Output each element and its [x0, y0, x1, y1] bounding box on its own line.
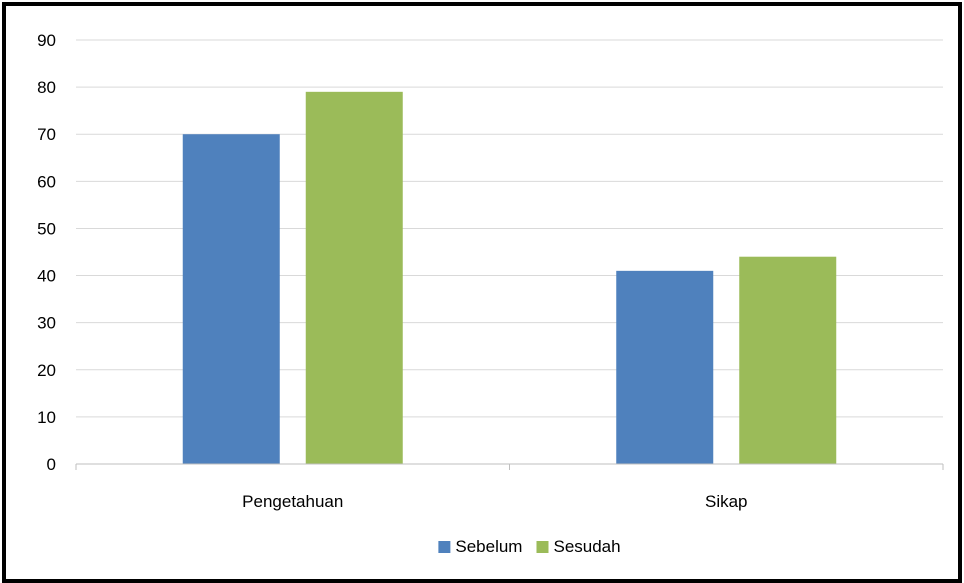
y-tick-label-90: 90 [37, 31, 56, 50]
bar-chart: 0 10 20 30 40 50 60 70 80 90 Pengetahuan Sikap Seb… [37, 31, 944, 556]
y-tick-label-10: 10 [37, 408, 56, 427]
y-tick-label-60: 60 [37, 172, 56, 191]
legend-swatch-sebelum [438, 541, 451, 553]
x-axis: Pengetahuan Sikap [75, 463, 944, 511]
bar-sebelum-pengetahuan [182, 134, 280, 464]
legend-label-sebelum: Sebelum [455, 537, 522, 556]
bars [182, 91, 837, 465]
bar-sebelum-sikap [616, 270, 714, 464]
x-tick-label-sikap: Sikap [705, 492, 748, 511]
bar-sesudah-sikap [739, 256, 837, 464]
y-tick-label-20: 20 [37, 361, 56, 380]
y-tick-label-40: 40 [37, 267, 56, 286]
y-axis-tick-labels: 0 10 20 30 40 50 60 70 80 90 [37, 31, 56, 474]
y-tick-label-70: 70 [37, 125, 56, 144]
legend-swatch-sesudah [536, 541, 549, 553]
y-tick-label-0: 0 [47, 455, 56, 474]
y-tick-label-50: 50 [37, 219, 56, 238]
bar-sesudah-pengetahuan [305, 91, 403, 465]
y-tick-label-80: 80 [37, 78, 56, 97]
y-tick-label-30: 30 [37, 314, 56, 333]
legend: Sebelum Sesudah [438, 537, 621, 556]
x-tick-label-pengetahuan: Pengetahuan [242, 492, 343, 511]
legend-label-sesudah: Sesudah [553, 537, 620, 556]
